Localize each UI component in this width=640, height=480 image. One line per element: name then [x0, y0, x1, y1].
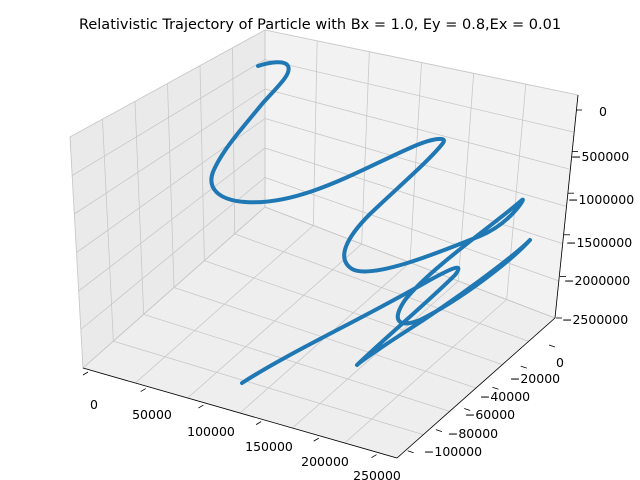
grid-line [143, 313, 450, 412]
y-tick [407, 450, 414, 454]
grid-line [264, 147, 563, 245]
x-tick [313, 437, 319, 442]
x-tick-label: 250000 [353, 468, 401, 480]
z-tick-label: −2500000 [562, 312, 628, 327]
y-tick-label: −40000 [480, 389, 530, 404]
z-tick-label: 0 [599, 104, 607, 119]
axis-lines [82, 94, 579, 459]
y-tick [548, 344, 556, 348]
y-tick-label: −100000 [424, 444, 482, 459]
grid-line [80, 177, 266, 330]
grid-line [204, 260, 503, 366]
y-tick [492, 386, 499, 390]
chart-title: Relativistic Trajectory of Particle with… [79, 17, 561, 33]
z-axis-line [554, 94, 579, 319]
grid-line [82, 206, 266, 369]
x-tick [371, 454, 377, 459]
x-tick [140, 388, 146, 392]
z-tick-label: −500000 [571, 149, 629, 164]
grid-line [264, 177, 559, 282]
grid-line [74, 88, 266, 215]
y-tick-label: −20000 [510, 371, 560, 386]
grid-line [264, 118, 567, 207]
tick-labels: 0 50000 100000 150000 200000 250000 0 −2… [90, 104, 634, 480]
y-axis-line [396, 317, 556, 459]
trajectory-line [209, 60, 532, 385]
grid-line [264, 88, 571, 170]
x-tick-label: 100000 [187, 424, 235, 439]
y-tick-label: 0 [556, 355, 564, 370]
grid-line [113, 340, 424, 436]
tick-marks [82, 109, 582, 459]
grid-line [264, 59, 575, 133]
grid-line [69, 29, 266, 138]
y-tick [464, 408, 471, 411]
x-tick [198, 404, 204, 409]
y-tick-label: −80000 [448, 426, 498, 441]
z-tick-label: −1000000 [568, 192, 634, 207]
grid-line [71, 59, 266, 176]
x-tick-label: 200000 [301, 454, 349, 469]
x-tick-label: 150000 [245, 439, 293, 454]
grid-line [264, 29, 579, 96]
z-tick-label: −1500000 [566, 235, 632, 250]
x-tick-label: 50000 [132, 407, 172, 422]
x-tick [82, 371, 89, 376]
x-tick-label: 0 [90, 397, 98, 412]
x-axis-line [82, 367, 398, 459]
x-tick [255, 421, 262, 425]
y-tick-label: −60000 [465, 407, 515, 422]
z-tick-label: −2000000 [564, 273, 630, 288]
grid-line [234, 233, 529, 342]
y-tick [520, 365, 527, 369]
grid-line [78, 147, 266, 292]
y-tick [435, 429, 443, 432]
